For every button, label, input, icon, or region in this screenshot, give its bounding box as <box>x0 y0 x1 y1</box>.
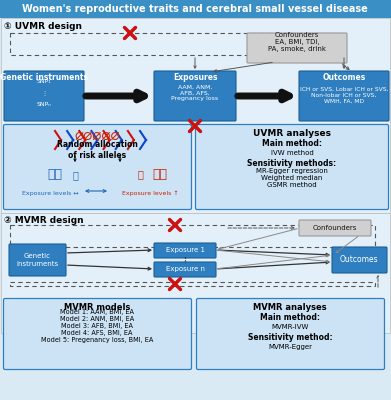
Text: Sensitivity methods:: Sensitivity methods: <box>248 158 337 168</box>
Text: ① UVMR design: ① UVMR design <box>4 22 82 31</box>
Text: UVMR analyses: UVMR analyses <box>253 128 331 138</box>
Text: Random allocation
of risk alleles: Random allocation of risk alleles <box>57 140 138 160</box>
FancyBboxPatch shape <box>154 262 216 277</box>
Text: 👤👤: 👤👤 <box>47 168 63 180</box>
Text: 👤👤: 👤👤 <box>152 168 167 180</box>
Text: Sensitivity method:: Sensitivity method: <box>248 332 332 342</box>
Text: MVMR analyses: MVMR analyses <box>253 304 327 312</box>
Text: Outcomes: Outcomes <box>340 256 378 264</box>
Text: Genetic
instruments: Genetic instruments <box>16 254 58 266</box>
FancyBboxPatch shape <box>9 244 66 276</box>
Text: AAM, ANM,
AFB, AFS,
Pregnancy loss: AAM, ANM, AFB, AFS, Pregnancy loss <box>171 85 219 101</box>
Text: Women's reproductive traits and cerebral small vessel disease: Women's reproductive traits and cerebral… <box>22 4 368 14</box>
Text: Confounders
EA, BMI, TDI,
PA, smoke, drink: Confounders EA, BMI, TDI, PA, smoke, dri… <box>268 32 326 52</box>
Bar <box>10 33 340 55</box>
Text: Exposures: Exposures <box>173 74 217 82</box>
FancyBboxPatch shape <box>299 71 389 121</box>
FancyBboxPatch shape <box>4 71 84 121</box>
FancyBboxPatch shape <box>247 33 347 63</box>
Text: MR-Egger regression
Weighted median
GSMR method: MR-Egger regression Weighted median GSMR… <box>256 168 328 188</box>
Text: Genetic instruments: Genetic instruments <box>0 74 88 82</box>
Bar <box>1 213 390 333</box>
Bar <box>1 18 390 213</box>
Text: Exposure levels ↑: Exposure levels ↑ <box>122 190 178 196</box>
Text: Model 1: AAM, BMI, EA
Model 2: ANM, BMI, EA
Model 3: AFB, BMI, EA
Model 4: AFS, : Model 1: AAM, BMI, EA Model 2: ANM, BMI,… <box>41 309 153 343</box>
Text: Exposure n: Exposure n <box>165 266 204 272</box>
Text: MVMR-IVW: MVMR-IVW <box>271 324 308 330</box>
Text: 🔗: 🔗 <box>137 169 143 179</box>
Bar <box>10 225 375 247</box>
Bar <box>0 0 391 18</box>
Text: Exposure 1: Exposure 1 <box>165 247 204 253</box>
Text: SNP₁

⋮

SNPₙ: SNP₁ ⋮ SNPₙ <box>37 79 52 107</box>
Text: ICH or SVS, Lobar ICH or SVS,
Non-lobar ICH or SVS,
WMH, FA, MD: ICH or SVS, Lobar ICH or SVS, Non-lobar … <box>300 87 388 103</box>
Text: IVW method: IVW method <box>271 150 313 156</box>
Text: ⌀⌀⌀⌀⌀: ⌀⌀⌀⌀⌀ <box>74 128 120 142</box>
FancyBboxPatch shape <box>197 298 384 370</box>
FancyBboxPatch shape <box>332 247 387 273</box>
FancyBboxPatch shape <box>154 243 216 258</box>
Text: MVMR models: MVMR models <box>64 304 130 312</box>
Text: Exposure levels ↔: Exposure levels ↔ <box>22 190 78 196</box>
FancyBboxPatch shape <box>4 124 192 210</box>
FancyBboxPatch shape <box>154 71 236 121</box>
Text: Confounders: Confounders <box>313 225 357 231</box>
FancyBboxPatch shape <box>196 124 389 210</box>
Text: MVMR-Egger: MVMR-Egger <box>268 344 312 350</box>
Text: ② MVMR design: ② MVMR design <box>4 216 84 225</box>
Bar <box>10 282 375 286</box>
Text: 🔗: 🔗 <box>72 170 78 180</box>
Text: Main method:: Main method: <box>260 314 320 322</box>
Text: Outcomes: Outcomes <box>322 74 366 82</box>
FancyBboxPatch shape <box>299 220 371 236</box>
FancyBboxPatch shape <box>4 298 192 370</box>
Text: Main method:: Main method: <box>262 140 322 148</box>
